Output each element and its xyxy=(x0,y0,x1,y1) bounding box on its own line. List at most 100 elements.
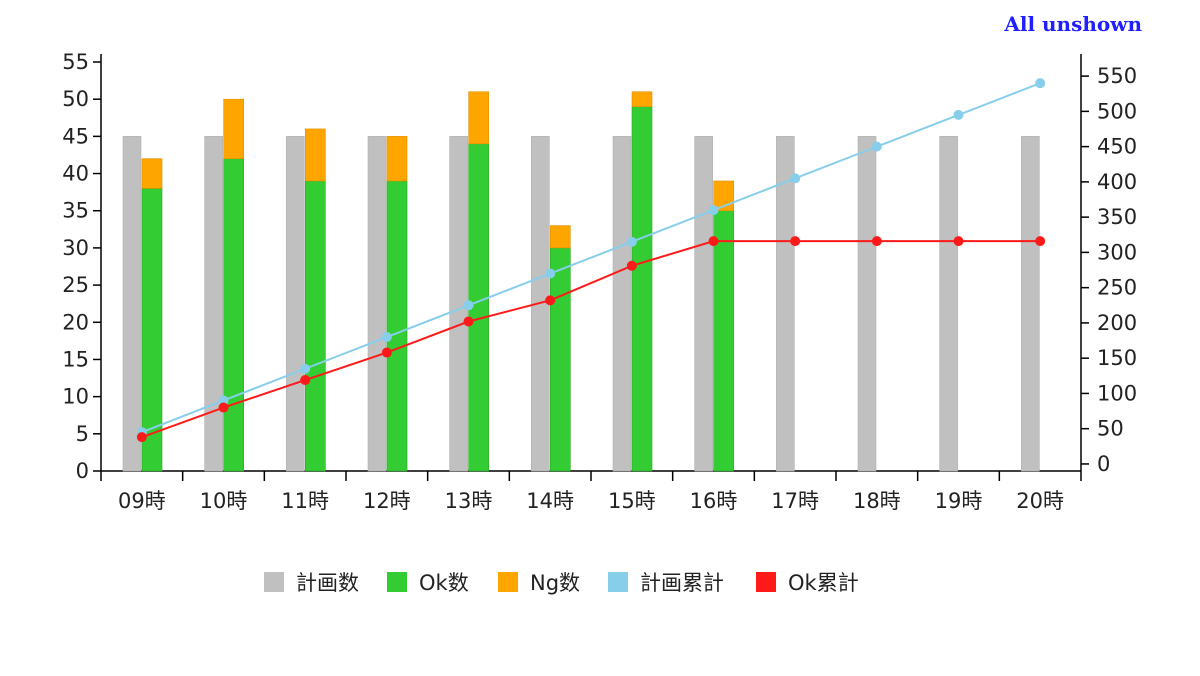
ok-cumulative-point[interactable] xyxy=(300,375,311,386)
ok-cumulative-line xyxy=(141,240,1041,439)
x-tick-label: 20時 xyxy=(1016,489,1064,513)
ok-cumulative-point[interactable] xyxy=(218,402,229,413)
legend-swatch xyxy=(498,572,518,592)
plan-bar[interactable] xyxy=(612,136,632,472)
ok-bar[interactable] xyxy=(631,106,653,472)
left-tick-label: 40 xyxy=(62,162,89,186)
ok-cumulative-point[interactable] xyxy=(381,347,392,358)
x-tick-label: 11時 xyxy=(281,489,329,513)
left-tick-label: 35 xyxy=(62,199,89,223)
legend-item-ng[interactable]: Ng数 xyxy=(498,571,580,595)
x-tick-label: 17時 xyxy=(771,489,819,513)
left-tick-label: 30 xyxy=(62,236,89,260)
x-tick-label: 16時 xyxy=(690,489,738,513)
ok-cumulative-point[interactable] xyxy=(790,236,801,247)
legend-label: Ok累計 xyxy=(788,571,859,595)
right-tick-label: 450 xyxy=(1097,135,1137,159)
left-tick-label: 50 xyxy=(62,87,89,111)
ng-bar[interactable] xyxy=(468,91,489,145)
legend: 計画数 Ok数 Ng数 計画累計 Ok累計 xyxy=(264,571,859,595)
right-tick-label: 150 xyxy=(1097,346,1137,370)
ok-cumulative-point[interactable] xyxy=(463,316,474,327)
plan-cumulative-point[interactable] xyxy=(463,300,474,311)
legend-swatch xyxy=(756,572,776,592)
ok-bar[interactable] xyxy=(386,180,408,472)
right-tick-label: 400 xyxy=(1097,170,1137,194)
left-tick-label: 10 xyxy=(62,385,89,409)
ok-cumulative-point[interactable] xyxy=(1035,236,1046,247)
ng-bar[interactable] xyxy=(141,158,163,189)
right-tick-label: 300 xyxy=(1097,240,1137,264)
bar-series-group xyxy=(122,91,1040,472)
x-tick-label: 19時 xyxy=(935,489,983,513)
plan-cumulative-point[interactable] xyxy=(871,141,882,152)
line-series-group xyxy=(136,78,1046,443)
left-tick-label: 55 xyxy=(62,50,89,74)
plan-bar[interactable] xyxy=(694,136,713,472)
ok-bar[interactable] xyxy=(713,210,734,472)
ok-bar[interactable] xyxy=(550,247,571,472)
ok-bar[interactable] xyxy=(305,180,326,472)
plan-cumulative-point[interactable] xyxy=(708,205,719,216)
plan-cumulative-point[interactable] xyxy=(626,236,637,247)
legend-item-ok-cumulative[interactable]: Ok累計 xyxy=(756,571,859,595)
plan-bar[interactable] xyxy=(939,136,958,472)
right-tick-label: 250 xyxy=(1097,276,1137,300)
plan-cumulative-point[interactable] xyxy=(1035,78,1046,89)
ok-cumulative-point[interactable] xyxy=(871,236,882,247)
legend-label: Ng数 xyxy=(530,571,580,595)
right-tick-label: 100 xyxy=(1097,381,1137,405)
left-tick-label: 15 xyxy=(62,347,89,371)
plan-bar[interactable] xyxy=(286,136,305,472)
right-tick-label: 500 xyxy=(1097,99,1137,123)
x-tick-label: 14時 xyxy=(526,489,574,513)
ng-bar[interactable] xyxy=(631,91,653,107)
toggle-all-series-link[interactable]: All unshown xyxy=(1004,12,1142,36)
plan-cumulative-line xyxy=(141,82,1041,434)
ok-bar[interactable] xyxy=(223,158,244,472)
plan-bar[interactable] xyxy=(122,136,142,472)
x-tick-label: 15時 xyxy=(608,489,656,513)
left-y-axis: 0 5 10 15 20 25 30 35 40 45 50 55 xyxy=(62,50,102,483)
legend-label: 計画累計 xyxy=(640,571,724,595)
x-tick-label: 13時 xyxy=(445,489,493,513)
ok-cumulative-point[interactable] xyxy=(953,236,964,247)
x-tick-label: 18時 xyxy=(853,489,901,513)
ok-cumulative-point[interactable] xyxy=(708,236,719,247)
right-tick-label: 350 xyxy=(1097,205,1137,229)
x-tick-label: 09時 xyxy=(118,489,166,513)
legend-label: Ok数 xyxy=(419,571,469,595)
left-tick-label: 20 xyxy=(62,310,89,334)
plan-cumulative-point[interactable] xyxy=(545,268,556,279)
ng-bar[interactable] xyxy=(223,98,244,159)
ok-cumulative-point[interactable] xyxy=(626,260,637,271)
legend-swatch xyxy=(608,572,628,592)
left-tick-label: 45 xyxy=(62,124,89,148)
left-tick-label: 0 xyxy=(76,459,89,483)
plan-bar[interactable] xyxy=(367,136,387,472)
ok-cumulative-point[interactable] xyxy=(545,295,556,306)
left-tick-label: 5 xyxy=(76,422,89,446)
plan-cumulative-point[interactable] xyxy=(953,109,964,120)
plan-bar[interactable] xyxy=(776,136,795,472)
legend-label: 計画数 xyxy=(296,571,359,595)
ng-bar[interactable] xyxy=(550,225,571,249)
right-tick-label: 550 xyxy=(1097,64,1137,88)
plan-cumulative-point[interactable] xyxy=(381,332,392,343)
legend-item-plan[interactable]: 計画数 xyxy=(264,571,359,595)
legend-item-ok[interactable]: Ok数 xyxy=(387,571,469,595)
right-y-axis: 0 50 100 150 200 250 300 350 400 450 500 550 xyxy=(1080,54,1137,476)
plan-cumulative-point[interactable] xyxy=(300,363,311,374)
x-tick-label: 10時 xyxy=(200,489,248,513)
legend-item-plan-cumulative[interactable]: 計画累計 xyxy=(608,571,724,595)
ok-cumulative-point[interactable] xyxy=(136,432,147,443)
plan-cumulative-point[interactable] xyxy=(790,173,801,184)
ng-bar[interactable] xyxy=(305,128,326,182)
plan-bar[interactable] xyxy=(204,136,223,472)
plan-bar[interactable] xyxy=(1021,136,1040,472)
plan-bar[interactable] xyxy=(857,136,877,472)
x-tick-label: 12時 xyxy=(363,489,411,513)
ng-bar[interactable] xyxy=(386,136,408,182)
legend-swatch xyxy=(264,572,284,592)
